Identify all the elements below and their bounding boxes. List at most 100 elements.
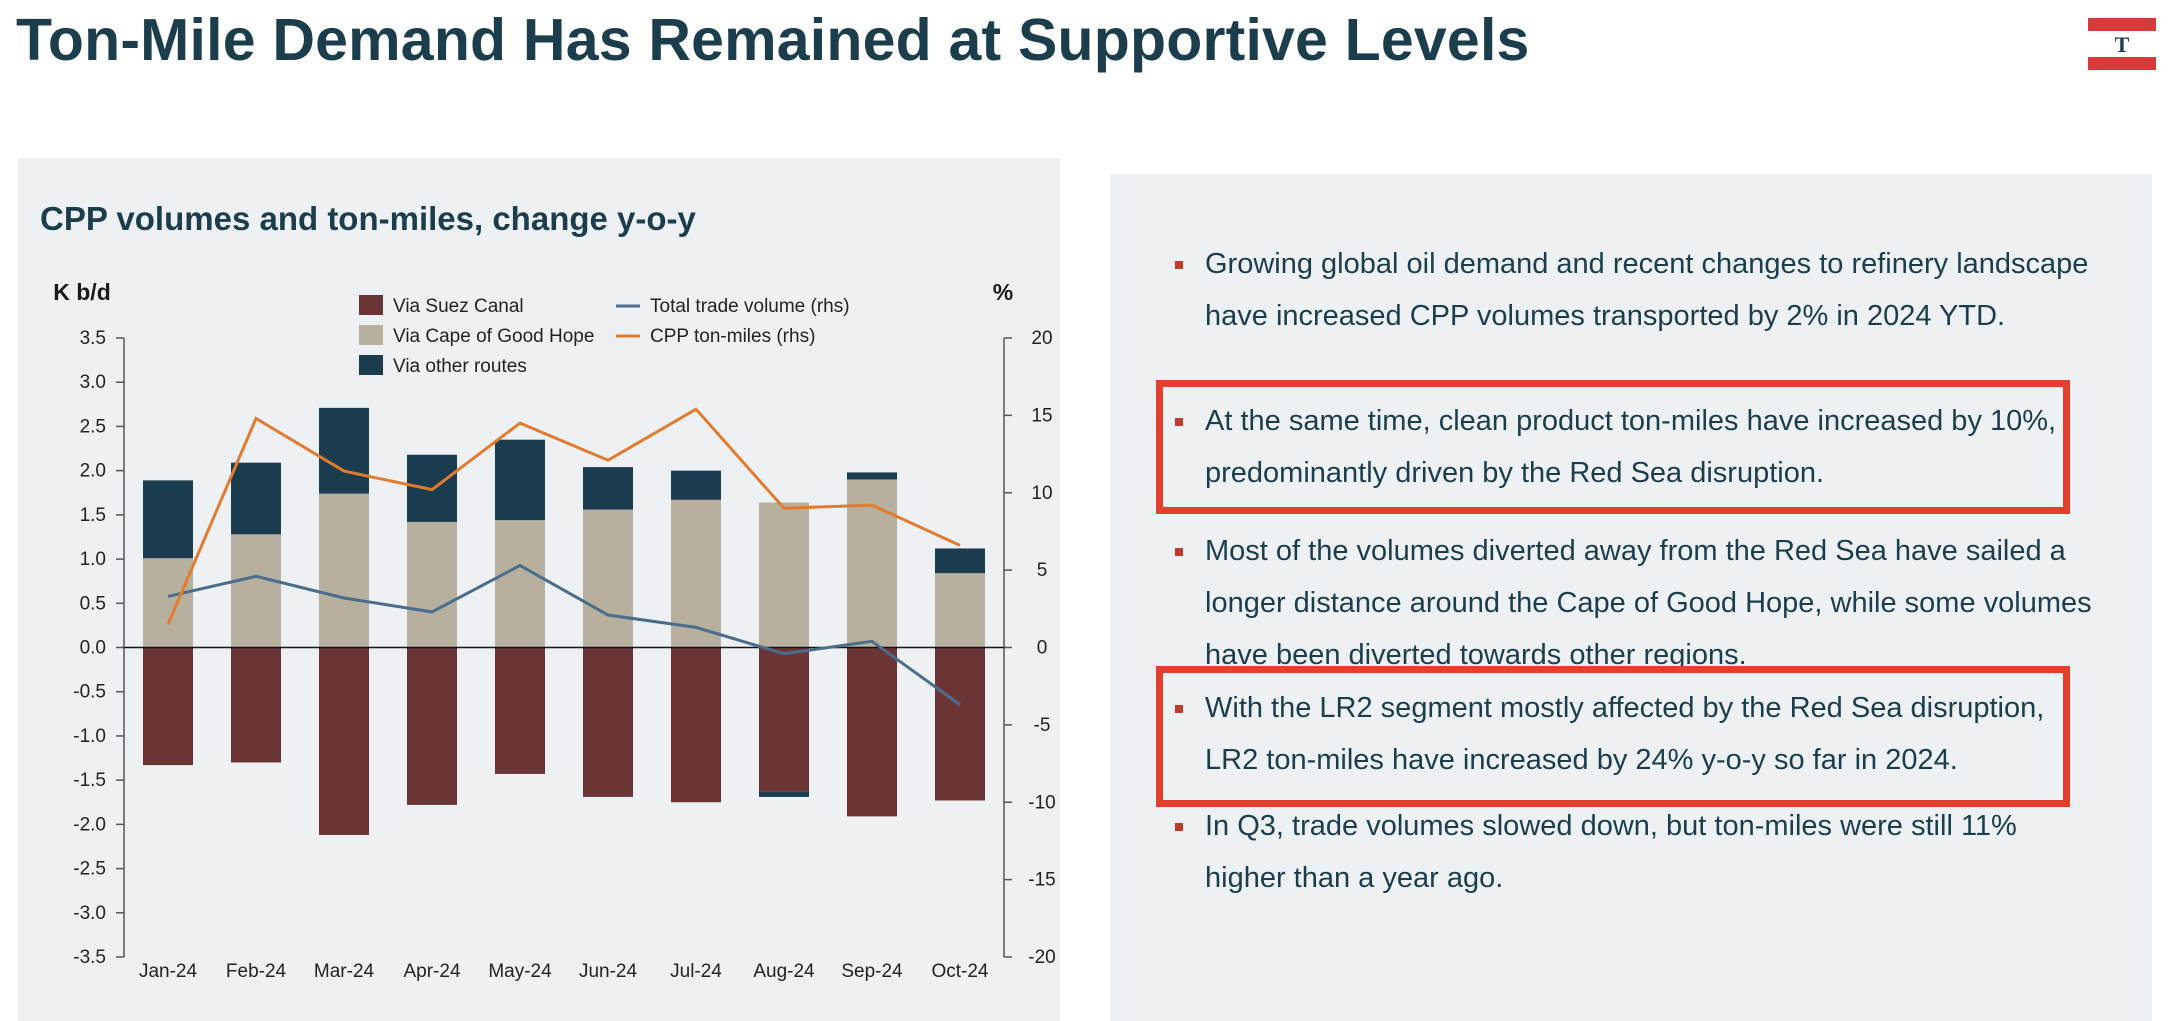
left-axis-tick-label: -2.0	[73, 814, 106, 835]
series-line	[166, 407, 961, 625]
bar-segment	[671, 499, 721, 648]
bullet-text: Growing global oil demand and recent cha…	[1205, 248, 2089, 332]
left-axis-tick-label: 3.5	[80, 328, 106, 349]
x-axis-tick-label: Feb-24	[226, 961, 287, 982]
series-line	[167, 563, 961, 706]
bars-layer	[143, 407, 985, 835]
bullet-item: With the LR2 segment mostly affected by …	[1175, 682, 2105, 786]
bar-segment	[231, 462, 281, 535]
bar-segment	[495, 647, 545, 774]
x-axis-tick-label: May-24	[488, 961, 552, 982]
chart-panel: CPP volumes and ton-miles, change y-o-y …	[18, 158, 1060, 1021]
legend-swatch	[359, 325, 383, 345]
legend-label: Via Suez Canal	[393, 296, 524, 317]
bar-segment	[319, 647, 369, 835]
left-axis-tick-label: -0.5	[73, 682, 106, 703]
bullet-marker-icon	[1175, 418, 1183, 426]
left-axis-tick-label: 1.5	[80, 505, 106, 526]
right-axis-tick-label: 20	[1031, 328, 1052, 349]
legend-label: Via other routes	[393, 356, 527, 377]
x-axis-tick-label: Jan-24	[139, 961, 198, 982]
left-axis-unit: K b/d	[53, 279, 111, 305]
bar-segment	[935, 647, 985, 801]
x-axis-tick-label: Sep-24	[841, 961, 903, 982]
right-axis-tick-label: 15	[1031, 405, 1052, 426]
x-axis-tick-label: Oct-24	[931, 961, 988, 982]
bullet-item: Growing global oil demand and recent cha…	[1175, 238, 2105, 342]
bar-segment	[759, 647, 809, 792]
bar-segment	[319, 493, 369, 648]
left-axis-tick-label: -1.5	[73, 770, 106, 791]
bullet-item: At the same time, clean product ton-mile…	[1175, 395, 2105, 499]
bar-segment	[407, 521, 457, 648]
legend-label: CPP ton-miles (rhs)	[650, 326, 815, 347]
bullet-marker-icon	[1175, 261, 1183, 269]
bar-segment	[583, 509, 633, 648]
left-axis-tick-label: 1.0	[80, 549, 106, 570]
left-axis-tick-label: -1.0	[73, 726, 106, 747]
bar-segment	[847, 647, 897, 817]
bar-segment	[759, 502, 809, 648]
bar-segment	[583, 467, 633, 510]
bullet-text: In Q3, trade volumes slowed down, but to…	[1205, 810, 2017, 894]
logo-bottom-stripe	[2088, 57, 2156, 70]
bar-segment	[935, 548, 985, 574]
bullet-marker-icon	[1175, 705, 1183, 713]
left-axis-tick-label: -3.0	[73, 903, 106, 924]
right-axis-tick-label: 0	[1037, 638, 1048, 659]
left-axis-tick-label: 3.0	[80, 372, 106, 393]
bar-segment	[495, 520, 545, 648]
bar-segment	[847, 472, 897, 480]
x-axis-tick-label: Mar-24	[314, 961, 375, 982]
bar-segment	[847, 479, 897, 648]
left-axis-tick-label: -3.5	[73, 947, 106, 968]
bar-segment	[143, 647, 193, 766]
legend-swatch	[359, 295, 383, 315]
x-axis-tick-label: Jun-24	[579, 961, 638, 982]
bar-segment	[935, 573, 985, 648]
right-axis-tick-label: -15	[1028, 870, 1055, 891]
right-axis-tick-label: -20	[1028, 947, 1055, 968]
right-axis-tick-label: -10	[1028, 792, 1055, 813]
bar-segment	[231, 647, 281, 763]
bullet-item: Most of the volumes diverted away from t…	[1175, 525, 2105, 681]
left-axis-tick-label: 2.0	[80, 461, 106, 482]
bar-segment	[319, 407, 369, 494]
highlight-box	[1156, 380, 2070, 514]
bullet-item: In Q3, trade volumes slowed down, but to…	[1175, 800, 2105, 904]
logo-letter: T	[2115, 32, 2130, 57]
bar-segment	[671, 470, 721, 500]
bullet-text: With the LR2 segment mostly affected by …	[1205, 692, 2045, 776]
legend-swatch	[359, 355, 383, 375]
page-title: Ton-Mile Demand Has Remained at Supporti…	[16, 7, 1530, 73]
bullet-panel: Growing global oil demand and recent cha…	[1110, 174, 2152, 1021]
bar-segment	[407, 647, 457, 805]
bar-segment	[143, 558, 193, 648]
x-axis-tick-label: Jul-24	[670, 961, 722, 982]
legend-label: Total trade volume (rhs)	[650, 296, 850, 317]
company-logo: T	[2088, 18, 2156, 70]
highlight-box	[1156, 666, 2070, 807]
bullet-marker-icon	[1175, 823, 1183, 831]
bar-segment	[495, 439, 545, 521]
left-axis-tick-label: 2.5	[80, 416, 106, 437]
left-axis-tick-label: -2.5	[73, 859, 106, 880]
legend: Via Suez Canal Via Cape of Good Hope Via o…	[359, 295, 850, 377]
right-axis-tick-label: 10	[1031, 483, 1052, 504]
cpp-chart: K b/d % 3.5 3.0 2.5 2.0 1.5 1.0 0.5 0.0 -0.5 -1.0…	[53, 279, 1055, 982]
right-axis-unit: %	[993, 279, 1013, 305]
right-axis-tick-label: -5	[1034, 715, 1051, 736]
right-axis-tick-label: 5	[1037, 560, 1048, 581]
bullet-text: At the same time, clean product ton-mile…	[1205, 405, 2057, 489]
legend-label: Via Cape of Good Hope	[393, 326, 594, 347]
bullet-marker-icon	[1175, 548, 1183, 556]
bar-segment	[143, 480, 193, 559]
chart-title: CPP volumes and ton-miles, change y-o-y	[40, 200, 696, 237]
logo-top-stripe	[2088, 18, 2156, 31]
bar-segment	[231, 534, 281, 648]
lines-layer	[166, 407, 961, 706]
bullet-text: Most of the volumes diverted away from t…	[1205, 535, 2092, 671]
axes-layer: 3.5 3.0 2.5 2.0 1.5 1.0 0.5 0.0 -0.5 -1.0 -1.5 -2.0…	[73, 328, 1055, 982]
left-axis-tick-label: 0.5	[80, 593, 106, 614]
x-axis-tick-label: Apr-24	[403, 961, 460, 982]
